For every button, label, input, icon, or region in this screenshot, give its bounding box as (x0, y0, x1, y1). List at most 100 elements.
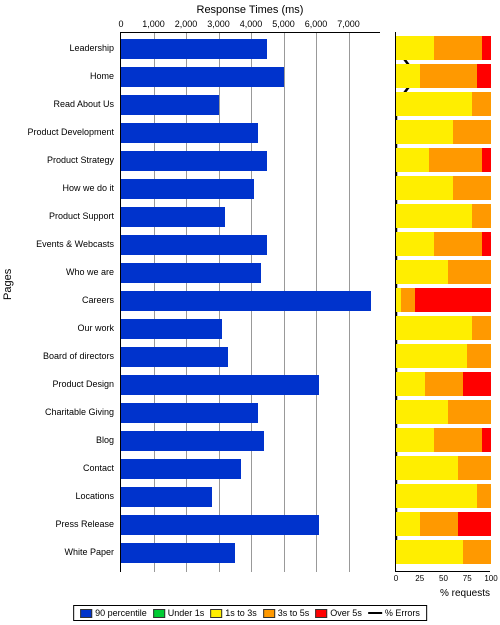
stack-seg-s3to5 (472, 316, 491, 340)
page-label: Board of directors (4, 352, 114, 362)
x-tick-label: 5,000 (272, 19, 295, 29)
stacked-plot-area: 0255075100 (395, 32, 490, 572)
stacked-row (396, 538, 490, 566)
legend-item-p90: 90 percentile (80, 608, 147, 618)
stacked-row (396, 202, 490, 230)
stack-seg-s1to3 (396, 204, 472, 228)
stack-seg-s1to3 (396, 148, 429, 172)
legend-label: 3s to 5s (278, 608, 310, 618)
bar-row: Contact (121, 455, 380, 483)
stack-seg-s1to3 (396, 372, 425, 396)
stack-seg-s3to5 (472, 92, 491, 116)
stacked-row (396, 426, 490, 454)
page-label: Contact (4, 464, 114, 474)
stacked-row (396, 314, 490, 342)
stack-seg-s3to5 (448, 400, 491, 424)
bar-row: Events & Webcasts (121, 231, 380, 259)
legend: 90 percentile Under 1s 1s to 3s 3s to 5s Ove… (73, 605, 427, 621)
stack-seg-s1to3 (396, 484, 477, 508)
legend-label: 90 percentile (95, 608, 147, 618)
x-tick-label: 1,000 (142, 19, 165, 29)
stack-seg-s3to5 (477, 484, 491, 508)
stacked-row (396, 510, 490, 538)
stack-seg-s1to3 (396, 176, 453, 200)
stack-seg-s3to5 (453, 120, 491, 144)
legend-swatch (80, 609, 92, 618)
legend-item-s1to3: 1s to 3s (210, 608, 257, 618)
stack-seg-s3to5 (401, 288, 415, 312)
stacked-row (396, 62, 490, 90)
stack-seg-s3to5 (467, 344, 491, 368)
page-label: Careers (4, 296, 114, 306)
stack-seg-s1to3 (396, 92, 472, 116)
page-label: Product Strategy (4, 156, 114, 166)
page-label: Charitable Giving (4, 408, 114, 418)
stack-seg-s1to3 (396, 344, 467, 368)
x-tick-label: 6,000 (305, 19, 328, 29)
page-label: Our work (4, 324, 114, 334)
p90-bar (121, 347, 228, 367)
legend-item-over5s: Over 5s (315, 608, 362, 618)
p90-bar (121, 319, 222, 339)
legend-label: Over 5s (330, 608, 362, 618)
bar-row: White Paper (121, 539, 380, 567)
p90-bar (121, 123, 258, 143)
pct-tick-label: 25 (415, 574, 424, 583)
legend-item-under1s: Under 1s (153, 608, 205, 618)
bar-row: How we do it (121, 175, 380, 203)
stack-seg-s3to5 (453, 176, 491, 200)
stacked-row (396, 174, 490, 202)
p90-bar (121, 39, 267, 59)
page-label: Product Design (4, 380, 114, 390)
page-label: Product Development (4, 128, 114, 138)
p90-bar (121, 515, 319, 535)
stacked-row (396, 118, 490, 146)
stack-seg-s3to5 (458, 456, 491, 480)
bar-plot-area: 01,0002,0003,0004,0005,0006,0007,000Lead… (120, 32, 380, 572)
stacked-row (396, 482, 490, 510)
bar-row: Our work (121, 315, 380, 343)
stacked-row (396, 398, 490, 426)
stack-seg-s3to5 (420, 64, 477, 88)
page-label: Read About Us (4, 100, 114, 110)
chart-title: Response Times (ms) (120, 4, 380, 16)
stacked-row (396, 146, 490, 174)
pct-tick-label: 100 (484, 574, 497, 583)
stacked-row (396, 34, 490, 62)
stack-seg-s3to5 (434, 232, 482, 256)
legend-swatch (210, 609, 222, 618)
p90-bar (121, 263, 261, 283)
stack-seg-s3to5 (434, 428, 482, 452)
stack-seg-over5s (415, 288, 491, 312)
bar-row: Locations (121, 483, 380, 511)
p90-bar (121, 459, 241, 479)
stack-seg-s1to3 (396, 36, 434, 60)
p90-bar (121, 291, 371, 311)
stack-seg-s3to5 (472, 204, 491, 228)
page-label: Blog (4, 436, 114, 446)
stack-seg-over5s (458, 512, 491, 536)
stack-seg-over5s (482, 36, 492, 60)
bar-row: Product Support (121, 203, 380, 231)
p90-bar (121, 179, 254, 199)
stacked-row (396, 286, 490, 314)
legend-line-swatch (368, 612, 382, 614)
stack-seg-s3to5 (420, 512, 458, 536)
bar-row: Product Development (121, 119, 380, 147)
stack-seg-over5s (482, 148, 492, 172)
bar-row: Leadership (121, 35, 380, 63)
stack-seg-s1to3 (396, 400, 448, 424)
stack-seg-s1to3 (396, 64, 420, 88)
stack-seg-over5s (463, 372, 492, 396)
page-label: Press Release (4, 520, 114, 530)
legend-swatch (263, 609, 275, 618)
stack-seg-over5s (477, 64, 491, 88)
x-tick-label: 4,000 (240, 19, 263, 29)
stack-seg-over5s (482, 232, 492, 256)
page-label: How we do it (4, 184, 114, 194)
stack-seg-s1to3 (396, 316, 472, 340)
bar-row: Careers (121, 287, 380, 315)
p90-bar (121, 487, 212, 507)
bar-row: Product Design (121, 371, 380, 399)
stack-seg-s1to3 (396, 512, 420, 536)
